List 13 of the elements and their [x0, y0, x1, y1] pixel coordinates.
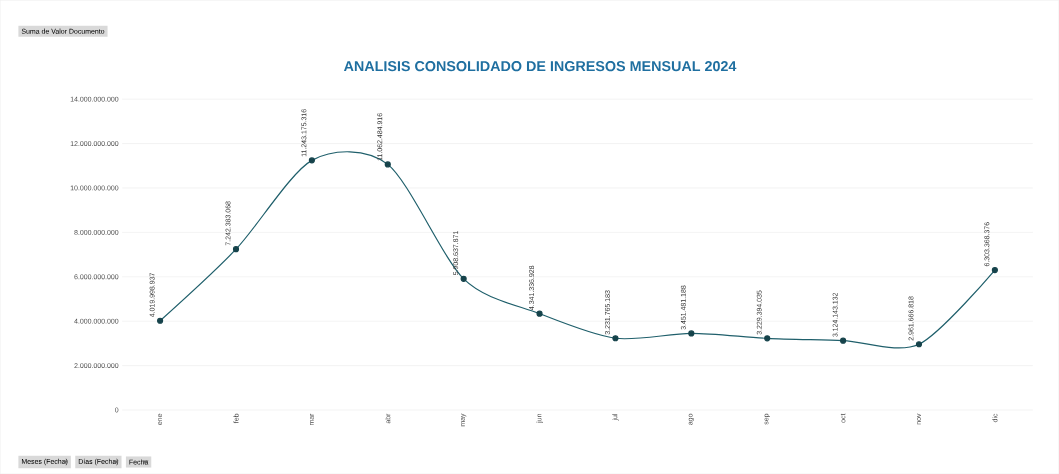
chart-title: ANALISIS CONSOLIDADO DE INGRESOS MENSUAL 2024 [343, 61, 737, 72]
point [764, 335, 771, 342]
point [157, 317, 164, 324]
point [915, 341, 923, 348]
point [384, 161, 391, 168]
point [991, 266, 998, 274]
point [232, 246, 240, 253]
point [688, 330, 695, 337]
point [536, 310, 543, 317]
point [612, 335, 619, 342]
point [308, 157, 315, 164]
point [460, 275, 467, 282]
point [840, 337, 847, 344]
